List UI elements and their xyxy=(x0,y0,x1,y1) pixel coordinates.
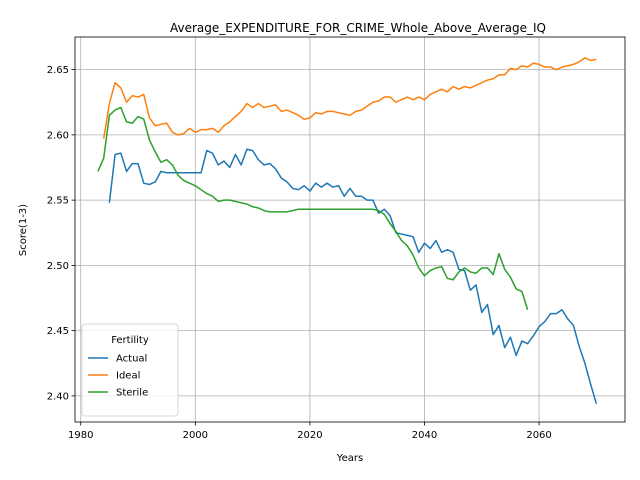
x-axis-label: Years xyxy=(336,453,363,464)
legend-title: Fertility xyxy=(111,335,149,346)
y-axis-label: Score(1-3) xyxy=(18,204,29,256)
y-tick-label: 2.60 xyxy=(47,130,69,141)
x-tick-label: 2000 xyxy=(183,430,208,441)
y-tick-label: 2.65 xyxy=(47,65,69,76)
legend-items: Actual Ideal Sterile xyxy=(88,354,148,399)
legend-box xyxy=(81,323,179,417)
series-line-sterile xyxy=(97,106,529,310)
y-tick-label: 2.55 xyxy=(47,196,69,207)
y-tick-label: 2.40 xyxy=(47,391,69,402)
x-tick-label: 1980 xyxy=(68,430,93,441)
x-tick-label: 2060 xyxy=(526,430,551,441)
chart-title: Average_EXPENDITURE_FOR_CRIME_Whole_Abov… xyxy=(170,21,546,35)
x-tick-label: 2040 xyxy=(412,430,437,441)
series-line-ideal xyxy=(102,57,597,139)
series-line-actual xyxy=(108,148,598,404)
series-layer xyxy=(97,57,598,404)
grid xyxy=(75,37,625,422)
plot-frame xyxy=(74,36,626,423)
x-tick-label: 2020 xyxy=(297,430,322,441)
legend-label-actual: Actual xyxy=(116,354,147,365)
ticks: 1980 2000 2020 2040 2060 2.40 2.45 2.50 2.55 2.60… xyxy=(47,65,552,441)
y-tick-label: 2.50 xyxy=(47,261,69,272)
legend-label-sterile: Sterile xyxy=(116,388,148,399)
legend-label-ideal: Ideal xyxy=(116,371,140,382)
y-tick-label: 2.45 xyxy=(47,326,69,337)
legend: Fertility Actual Ideal Sterile xyxy=(81,323,179,417)
